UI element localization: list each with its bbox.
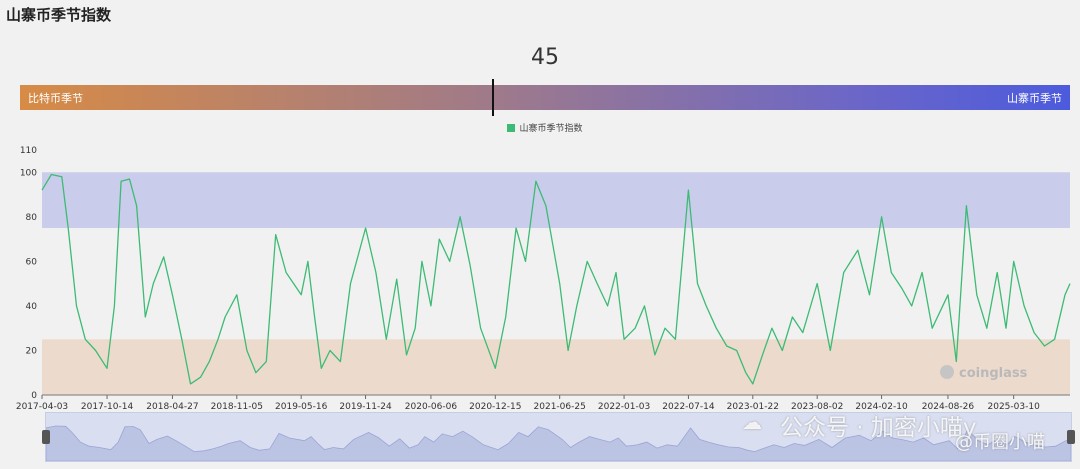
coinglass-logo: coinglass <box>940 365 1027 381</box>
legend-swatch <box>507 124 516 132</box>
navigator-area <box>45 425 1072 462</box>
gauge-value: 45 <box>531 45 559 70</box>
x-tick-label: 2020-12-15 <box>469 402 521 412</box>
bitcoin-season-label: 比特币季节 <box>28 92 83 105</box>
x-tick-label: 2023-01-22 <box>727 402 779 412</box>
range-navigator[interactable] <box>42 412 1075 462</box>
x-tick-label: 2024-02-10 <box>855 402 908 412</box>
x-tick-label: 2018-11-05 <box>211 402 263 412</box>
altcoin-season-zone <box>42 172 1070 228</box>
navigator-right-handle[interactable] <box>1067 430 1075 444</box>
x-tick-label: 2019-11-24 <box>339 402 392 412</box>
x-tick-label: 2017-10-14 <box>81 402 134 412</box>
y-tick-label: 100 <box>20 168 37 178</box>
legend[interactable]: 山寨币季节指数 <box>0 121 1080 134</box>
x-tick-label: 2021-06-25 <box>534 402 586 412</box>
x-tick-label: 2018-04-27 <box>146 402 198 412</box>
wechat-watermark: 公众号 · 加密小喵y <box>780 415 977 441</box>
y-tick-label: 40 <box>26 302 38 312</box>
handle-watermark: @币圈小喵 <box>955 432 1045 453</box>
x-tick-label: 2025-03-10 <box>988 402 1041 412</box>
x-tick-label: 2023-08-02 <box>791 402 843 412</box>
altcoin-season-label: 山寨币季节 <box>1007 92 1062 105</box>
x-tick-label: 2020-06-06 <box>405 402 458 412</box>
y-tick-label: 60 <box>26 257 38 267</box>
x-tick-label: 2017-04-03 <box>16 402 68 412</box>
x-tick-label: 2024-08-26 <box>922 402 975 412</box>
season-gauge-bar: 比特币季节 山寨币季节 <box>20 79 1070 116</box>
y-tick-label: 20 <box>26 346 38 356</box>
x-tick-label: 2019-05-16 <box>275 402 328 412</box>
y-tick-label: 80 <box>26 213 38 223</box>
x-tick-label: 2022-01-03 <box>598 402 650 412</box>
coinglass-logo-text: coinglass <box>959 366 1028 381</box>
gauge-marker <box>491 79 494 116</box>
navigator-preview <box>45 425 1072 462</box>
altcoin-season-index-chart: 0 20 40 60 80 100 110 2017-04-03 2017-10-14 2018-… <box>16 146 1071 412</box>
x-tick-label: 2022-07-14 <box>662 402 715 412</box>
series-line <box>41 173 1071 385</box>
navigator-left-handle[interactable] <box>42 430 50 444</box>
coinglass-icon <box>940 365 954 379</box>
wechat-icon: ☁ <box>742 410 762 434</box>
y-tick-label: 110 <box>20 146 37 156</box>
legend-label: 山寨币季节指数 <box>519 124 583 134</box>
y-tick-label: 0 <box>31 391 37 401</box>
page-title: 山寨币季节指数 <box>6 6 112 24</box>
bitcoin-season-zone <box>42 339 1070 395</box>
